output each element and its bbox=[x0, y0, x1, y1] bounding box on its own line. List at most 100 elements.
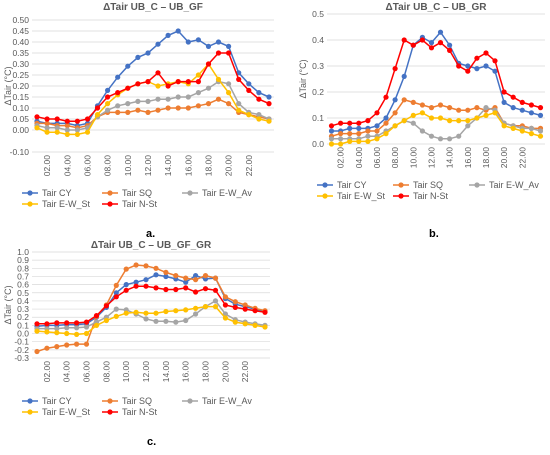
chart-a-data-point bbox=[64, 118, 70, 124]
chart-c-data-point bbox=[133, 283, 139, 289]
chart-c-svg: ΔTair UB_C – UB_GF_GR ΔTair (°C) -0.3-0.2-… bbox=[3, 240, 270, 417]
chart-c-ytick-label: 0.0 bbox=[17, 329, 29, 339]
chart-b-data-point bbox=[356, 125, 362, 131]
chart-a-legend-label: Tair N-St bbox=[122, 199, 158, 209]
chart-a-xtick-label: 14.00 bbox=[163, 155, 173, 177]
chart-b-data-point bbox=[510, 94, 516, 100]
chart-b-data-point bbox=[374, 136, 380, 142]
chart-c-data-point bbox=[113, 290, 119, 296]
chart-b-data-point bbox=[437, 40, 444, 46]
chart-b-data-point bbox=[492, 68, 498, 74]
chart-a-data-point bbox=[175, 105, 181, 111]
chart-b-data-point bbox=[465, 107, 471, 113]
chart-a-data-point bbox=[125, 85, 131, 91]
chart-b-data-point bbox=[483, 63, 489, 69]
chart-a-data-point bbox=[215, 96, 222, 102]
chart-b-data-point bbox=[419, 128, 425, 134]
chart-c-ytick-label: 0.5 bbox=[17, 288, 29, 298]
chart-b-xtick-label: 14.00 bbox=[445, 147, 455, 169]
chart-c-xtick-label: 04.00 bbox=[62, 361, 72, 383]
chart-c-ylabel: ΔTair (°C) bbox=[3, 285, 13, 324]
chart-c-data-point bbox=[212, 275, 219, 281]
chart-c-data-point bbox=[74, 341, 80, 347]
chart-b-series-line bbox=[331, 38, 541, 127]
chart-a-data-point bbox=[195, 90, 201, 96]
chart-a-data-point bbox=[125, 101, 131, 107]
chart-c-ytick-label: 0.6 bbox=[17, 280, 29, 290]
chart-c-ytick-label: 0.1 bbox=[17, 320, 29, 330]
chart-b-data-point bbox=[501, 99, 507, 105]
chart-a-data-point bbox=[266, 94, 272, 100]
chart-a-data-point bbox=[74, 131, 80, 137]
chart-c-legend-marker bbox=[27, 409, 33, 415]
chart-a-data-point bbox=[135, 98, 141, 104]
chart-c-legend-marker bbox=[107, 398, 113, 404]
chart-b-data-point bbox=[474, 55, 480, 61]
chart-a-xtick-label: 10.00 bbox=[123, 155, 133, 177]
chart-c-data-point bbox=[83, 341, 90, 347]
chart-b-data-point bbox=[456, 63, 462, 69]
chart-c-data-point bbox=[64, 325, 70, 331]
chart-c-legend-label: Tair N-St bbox=[122, 407, 158, 417]
chart-c-data-point bbox=[183, 317, 189, 324]
chart-b-data-point bbox=[328, 141, 335, 147]
chart-a-legend-label: Tair E-W_Av bbox=[202, 188, 252, 198]
chart-a-data-point bbox=[256, 116, 262, 122]
chart-c-data-point bbox=[252, 322, 258, 328]
chart-c-xtick-label: 06.00 bbox=[82, 361, 92, 383]
chart-b-data-point bbox=[338, 131, 344, 137]
chart-a-data-point bbox=[105, 101, 111, 107]
chart-c-data-point bbox=[113, 294, 119, 300]
chart-a-data-point bbox=[145, 98, 151, 104]
chart-b-data-point bbox=[410, 112, 416, 118]
chart-c-data-point bbox=[83, 330, 90, 337]
chart-a-xtick-label: 22.00 bbox=[244, 155, 254, 177]
chart-b-data-point bbox=[410, 42, 416, 48]
chart-a-svg: ΔTair UB_C – UB_GF ΔTair (°C) -0.10 0.000.0… bbox=[3, 2, 274, 209]
chart-c-data-point bbox=[143, 310, 149, 316]
chart-c-xtick-label: 12.00 bbox=[141, 361, 151, 383]
chart-c-legend-label: Tair E-W_St bbox=[42, 407, 91, 417]
chart-b-ytick-label: 0.5 bbox=[312, 9, 324, 19]
caption-a: a. bbox=[146, 228, 156, 240]
chart-a-data-point bbox=[145, 79, 151, 85]
chart-a-legend-marker bbox=[27, 190, 33, 196]
chart-b-data-point bbox=[328, 123, 335, 129]
chart-b-data-point bbox=[428, 105, 435, 111]
chart-b-ytick-label: 0.0 bbox=[312, 139, 324, 149]
chart-b-legend-marker bbox=[322, 193, 328, 199]
chart-c-data-point bbox=[34, 328, 40, 334]
chart-b-data-point bbox=[519, 107, 525, 113]
chart-b-data-point bbox=[365, 138, 371, 144]
chart-b-data-point bbox=[474, 115, 480, 121]
chart-a-data-point bbox=[175, 94, 181, 100]
chart-b-legend-marker bbox=[398, 182, 404, 188]
chart-b-data-point bbox=[528, 131, 534, 137]
chart-c-ytick-label: -0.3 bbox=[14, 353, 29, 363]
chart-b-data-point bbox=[519, 128, 525, 134]
chart-c-data-point bbox=[153, 318, 159, 324]
chart-c-data-point bbox=[133, 262, 139, 268]
chart-a-data-point bbox=[105, 87, 111, 93]
chart-b-data-point bbox=[419, 110, 425, 116]
chart-b-data-point bbox=[410, 99, 416, 105]
chart-c-ytick-label: 0.9 bbox=[17, 255, 29, 265]
chart-a-legend-label: Tair SQ bbox=[122, 188, 152, 198]
chart-b-xtick-label: 22.00 bbox=[517, 147, 527, 169]
chart-a-data-point bbox=[115, 74, 121, 80]
chart-b-legend-label: Tair N-St bbox=[413, 191, 449, 201]
chart-b-data-point bbox=[392, 97, 398, 103]
chart-b-data-point bbox=[537, 133, 544, 139]
chart-a-data-point bbox=[226, 43, 232, 50]
chart-c-data-point bbox=[242, 302, 248, 308]
chart-c-data-point bbox=[34, 321, 40, 327]
chart-a-data-point bbox=[155, 41, 161, 47]
chart-c-data-point bbox=[153, 310, 159, 316]
chart-a-data-point bbox=[165, 96, 171, 102]
chart-a-data-point bbox=[236, 101, 242, 107]
chart-b-data-point bbox=[347, 138, 353, 144]
chart-a-data-point bbox=[34, 125, 40, 131]
chart-a-data-point bbox=[145, 109, 151, 115]
chart-a-ytick-label: 0.50 bbox=[12, 15, 29, 25]
chart-c-data-point bbox=[183, 279, 189, 285]
